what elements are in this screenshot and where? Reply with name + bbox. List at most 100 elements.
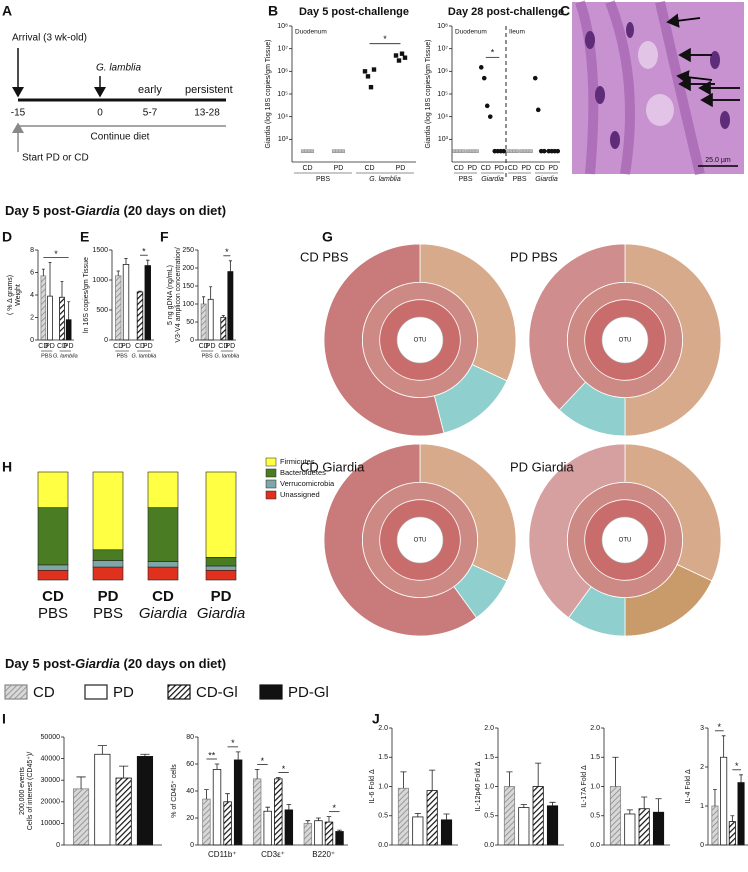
bar [624, 813, 636, 846]
section-header: Day 5 post-Giardia (20 days on diet) [5, 656, 226, 671]
bar [737, 782, 745, 846]
error-bar [204, 789, 209, 800]
y-tick-label: 0 [30, 337, 34, 344]
bar [503, 786, 516, 846]
error-bar [119, 765, 129, 779]
stack-segment [147, 507, 179, 562]
point [396, 58, 402, 63]
significance-label: * [142, 247, 146, 257]
significance-label: * [333, 803, 337, 813]
error-bar [225, 793, 230, 802]
krona-title: CD Giardia [300, 459, 365, 474]
error-bar [221, 315, 225, 318]
y-axis-label: % of CD45⁺ cells [171, 764, 178, 818]
significance-label: * [261, 756, 265, 766]
x-tick-label: CD [57, 343, 67, 350]
bar [324, 821, 334, 846]
krona-center-label: OTU [619, 338, 632, 344]
tick-label: 0 [97, 108, 103, 119]
y-axis-label: IL-17A Fold Δ [581, 765, 588, 808]
legend-label: Bacteroidetes [280, 468, 326, 477]
y-axis-label: Cells of interest (CD45⁺)/ [27, 752, 34, 830]
legend-label: Unassigned [280, 490, 320, 499]
stack-segment [37, 471, 69, 508]
error-bar [549, 801, 556, 806]
tick-label: 5-7 [143, 108, 158, 119]
error-bar [739, 774, 743, 783]
point [555, 148, 561, 154]
bar [284, 809, 294, 846]
x-tick-label: PD [494, 165, 504, 172]
group-label: G. lamblia [132, 353, 157, 359]
panel-letter: E [80, 229, 89, 245]
krona-title: CD PBS [300, 249, 349, 264]
error-bar [276, 777, 281, 779]
y-axis-label: Giardia (log 18S copies/gm Tissue) [425, 40, 432, 149]
y-tick-label: 250 [182, 247, 194, 254]
significance-label: * [282, 764, 286, 774]
y-tick-label: 10⁵ [437, 91, 448, 98]
y-axis-label: 5 ng gDNA (ng/mL) [167, 265, 174, 325]
tick-label: 13-28 [194, 108, 220, 119]
x-tick-label: CD [364, 165, 374, 172]
error-bar [506, 771, 513, 787]
krona-center-label: OTU [414, 338, 427, 344]
label: early [138, 84, 162, 96]
y-tick-label: 10000 [41, 820, 61, 827]
point [368, 84, 374, 90]
y-tick-label: 40000 [41, 755, 61, 762]
legend-label: Firmicutes [280, 457, 315, 466]
point [528, 149, 533, 153]
y-axis-label: ln 16S copies/gm Tissue [83, 257, 90, 333]
x-tick-label: PD [211, 588, 232, 605]
group-label: Giardia [535, 176, 558, 183]
bar [94, 753, 111, 846]
stack-segment [205, 569, 237, 581]
bar [711, 805, 719, 846]
point [535, 107, 541, 113]
significance-label: * [383, 34, 387, 44]
stack-segment [205, 557, 237, 567]
y-tick-label: 100 [182, 301, 194, 308]
y-tick-label: 50000 [41, 734, 61, 741]
stack-segment [92, 560, 124, 568]
x-tick-label: PD [334, 165, 344, 172]
bar [212, 769, 222, 846]
y-axis-label: Giardia (log 18S copies/gm Tissue) [265, 40, 272, 149]
panel-letter: F [160, 229, 169, 245]
bar [263, 810, 272, 846]
scale-label: 25.0 µm [705, 157, 731, 164]
x-tick-label: PD [226, 343, 236, 350]
krona-center [396, 516, 444, 564]
point [478, 65, 484, 70]
bar [220, 316, 227, 341]
error-bar [641, 796, 648, 809]
x-tick-label: Giardia [197, 605, 245, 622]
bar [200, 303, 207, 341]
y-tick-label: 1.0 [590, 783, 600, 790]
bar [638, 808, 650, 846]
bar [397, 787, 410, 846]
region-label: Ileum [509, 29, 525, 36]
y-tick-label: 0 [56, 842, 60, 849]
header-part: Giardia [75, 203, 120, 218]
y-tick-label: 200 [182, 265, 194, 272]
error-bar [48, 261, 52, 297]
y-tick-label: 500 [96, 307, 108, 314]
section-header: Day 5 post-Giardia (20 days on diet) [5, 203, 226, 218]
error-bar [612, 756, 619, 787]
error-bar [214, 763, 220, 770]
point [532, 75, 538, 81]
label: persistent [185, 84, 233, 96]
significance-label: * [54, 249, 58, 259]
y-tick-label: 2.0 [590, 725, 600, 732]
point [515, 149, 520, 153]
significance-label: * [491, 48, 495, 58]
y-tick-label: 60 [186, 761, 194, 768]
header-part: (20 days on diet) [120, 203, 226, 218]
point [362, 69, 368, 74]
stack-segment [147, 566, 179, 581]
y-tick-label: 2 [700, 764, 704, 771]
stack-segment [205, 565, 237, 571]
